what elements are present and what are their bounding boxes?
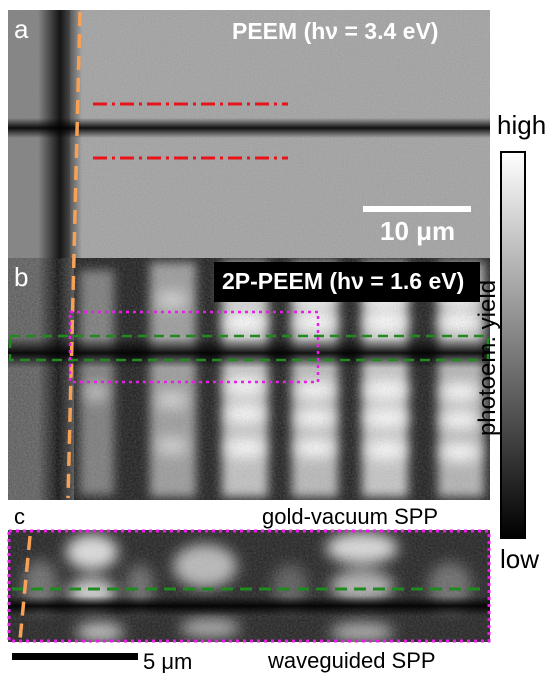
panel-c-caption-bottom: waveguided SPP — [268, 648, 436, 673]
panel-c-caption-top: gold-vacuum SPP — [262, 504, 439, 529]
panel-b-title: 2P-PEEM (hν = 1.6 eV) — [222, 268, 465, 294]
colorbar-high-label: high — [497, 110, 547, 140]
panel-c-image — [8, 530, 490, 642]
panel-b-letter: b — [14, 262, 29, 292]
panel-c-letter: c — [14, 504, 25, 529]
scalebar-a-label: 10 μm — [380, 216, 456, 246]
panel-a-image — [8, 10, 490, 258]
magenta-dotted-frame-c — [7, 529, 491, 643]
colorbar-low-label: low — [500, 544, 540, 574]
orange-edge-line-c — [18, 535, 32, 641]
colorbar — [500, 151, 526, 539]
scalebar-a — [363, 206, 471, 212]
panel-a-letter: a — [14, 14, 29, 44]
green-dashed-box-b — [8, 334, 490, 362]
panel-b-title-background — [214, 262, 480, 302]
scalebar-c-label: 5 μm — [143, 649, 193, 674]
scalebar-c — [12, 653, 138, 660]
orange-edge-line-ab — [66, 11, 82, 499]
colorbar-axis-label: photoem. yield — [474, 279, 501, 437]
magenta-dotted-box-b — [68, 310, 320, 384]
panel-a-title: PEEM (hν = 3.4 eV) — [232, 18, 439, 44]
